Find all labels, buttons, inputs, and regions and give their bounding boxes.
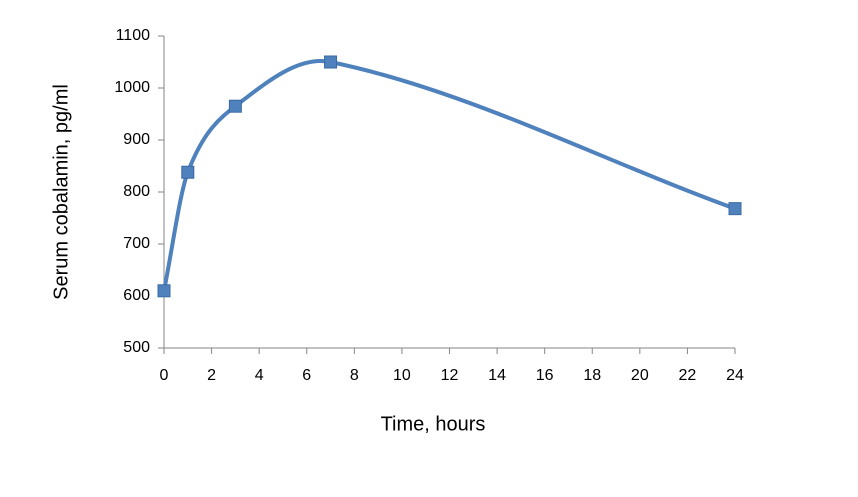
marker — [728, 202, 742, 216]
x-tick-label: 16 — [536, 367, 554, 384]
x-tick-label: 24 — [726, 367, 744, 384]
y-tick-label: 600 — [123, 287, 150, 304]
line-series — [162, 59, 737, 293]
x-tick-label: 6 — [302, 367, 311, 384]
x-tick-label: 12 — [441, 367, 459, 384]
marker — [181, 165, 195, 179]
y-tick-label: 700 — [123, 235, 150, 252]
y-tick-label: 900 — [123, 131, 150, 148]
x-tick-label: 10 — [393, 367, 411, 384]
y-axis-title: Serum cobalamin, pg/ml — [50, 84, 72, 300]
x-tick-label: 2 — [207, 367, 216, 384]
x-tick-label: 18 — [583, 367, 601, 384]
marker — [157, 284, 171, 298]
x-tick-label: 8 — [350, 367, 359, 384]
x-tick-label: 22 — [679, 367, 697, 384]
x-tick-label: 14 — [488, 367, 506, 384]
y-tick-label: 1000 — [114, 79, 150, 96]
y-tick-label: 1100 — [116, 27, 151, 44]
x-axis-title: Time, hours — [381, 413, 486, 435]
y-tick-label: 500 — [123, 339, 150, 356]
x-tick-label: 4 — [255, 367, 264, 384]
x-tick-label: 20 — [631, 367, 649, 384]
x-tick-label: 0 — [160, 367, 169, 384]
y-tick-label: 800 — [123, 183, 150, 200]
marker — [324, 55, 338, 69]
marker — [228, 99, 242, 113]
